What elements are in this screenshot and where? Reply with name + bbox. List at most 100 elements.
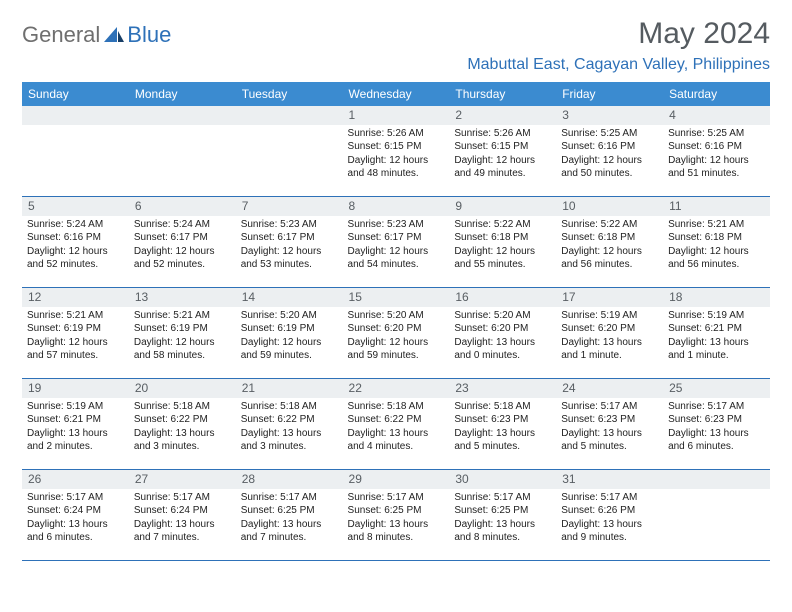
day-content-line: Daylight: 13 hours <box>561 427 658 441</box>
day-number: 24 <box>556 379 663 398</box>
day-content-line: Sunset: 6:16 PM <box>668 140 765 154</box>
day-content-line: Daylight: 13 hours <box>561 336 658 350</box>
calendar-day-cell: 1Sunrise: 5:26 AMSunset: 6:15 PMDaylight… <box>343 106 450 197</box>
day-content-line: Daylight: 13 hours <box>348 427 445 441</box>
day-content-line: Sunrise: 5:17 AM <box>454 491 551 505</box>
day-content: Sunrise: 5:18 AMSunset: 6:22 PMDaylight:… <box>236 398 343 457</box>
day-content-line: Sunset: 6:18 PM <box>454 231 551 245</box>
day-content <box>22 125 129 130</box>
day-content-line: Daylight: 12 hours <box>561 154 658 168</box>
calendar-day-cell: 3Sunrise: 5:25 AMSunset: 6:16 PMDaylight… <box>556 106 663 197</box>
location-subtitle: Mabuttal East, Cagayan Valley, Philippin… <box>467 56 770 74</box>
weekday-header-row: Sunday Monday Tuesday Wednesday Thursday… <box>22 82 770 106</box>
weekday-header: Friday <box>556 82 663 106</box>
logo: General Blue <box>22 22 171 48</box>
day-content-line: Sunset: 6:15 PM <box>348 140 445 154</box>
day-content: Sunrise: 5:17 AMSunset: 6:23 PMDaylight:… <box>663 398 770 457</box>
weekday-header: Tuesday <box>236 82 343 106</box>
day-content-line: and 2 minutes. <box>27 440 124 454</box>
day-content-line: Sunrise: 5:23 AM <box>241 218 338 232</box>
day-content: Sunrise: 5:17 AMSunset: 6:25 PMDaylight:… <box>236 489 343 548</box>
day-content: Sunrise: 5:23 AMSunset: 6:17 PMDaylight:… <box>236 216 343 275</box>
day-content-line: Sunset: 6:21 PM <box>668 322 765 336</box>
calendar-day-cell: 21Sunrise: 5:18 AMSunset: 6:22 PMDayligh… <box>236 378 343 469</box>
day-content-line: Sunrise: 5:24 AM <box>27 218 124 232</box>
day-content-line: Sunrise: 5:20 AM <box>348 309 445 323</box>
day-content: Sunrise: 5:18 AMSunset: 6:22 PMDaylight:… <box>129 398 236 457</box>
day-content-line: Sunset: 6:25 PM <box>241 504 338 518</box>
day-number: 9 <box>449 197 556 216</box>
day-content-line: and 5 minutes. <box>454 440 551 454</box>
day-content-line: Sunset: 6:17 PM <box>134 231 231 245</box>
calendar-day-cell <box>236 106 343 197</box>
day-content-line: Sunset: 6:22 PM <box>241 413 338 427</box>
day-content-line: Daylight: 12 hours <box>454 245 551 259</box>
day-content-line: Daylight: 13 hours <box>241 427 338 441</box>
day-content <box>663 489 770 494</box>
day-content-line: Daylight: 12 hours <box>27 336 124 350</box>
day-content-line: Daylight: 13 hours <box>134 518 231 532</box>
calendar-day-cell: 28Sunrise: 5:17 AMSunset: 6:25 PMDayligh… <box>236 469 343 560</box>
calendar-day-cell: 31Sunrise: 5:17 AMSunset: 6:26 PMDayligh… <box>556 469 663 560</box>
calendar-day-cell: 8Sunrise: 5:23 AMSunset: 6:17 PMDaylight… <box>343 196 450 287</box>
day-number: 11 <box>663 197 770 216</box>
day-number: 19 <box>22 379 129 398</box>
day-content-line: Sunrise: 5:19 AM <box>668 309 765 323</box>
page-header: General Blue May 2024 Mabuttal East, Cag… <box>22 18 770 74</box>
calendar-day-cell: 6Sunrise: 5:24 AMSunset: 6:17 PMDaylight… <box>129 196 236 287</box>
calendar-day-cell: 30Sunrise: 5:17 AMSunset: 6:25 PMDayligh… <box>449 469 556 560</box>
day-content-line: and 8 minutes. <box>454 531 551 545</box>
day-number: 10 <box>556 197 663 216</box>
calendar-day-cell: 27Sunrise: 5:17 AMSunset: 6:24 PMDayligh… <box>129 469 236 560</box>
day-content-line: Sunrise: 5:22 AM <box>561 218 658 232</box>
day-content-line: Sunrise: 5:17 AM <box>668 400 765 414</box>
day-number: 12 <box>22 288 129 307</box>
day-content-line: Sunrise: 5:17 AM <box>561 491 658 505</box>
day-content-line: Daylight: 12 hours <box>241 336 338 350</box>
day-number: 7 <box>236 197 343 216</box>
day-content-line: Sunrise: 5:25 AM <box>668 127 765 141</box>
day-content-line: Sunset: 6:26 PM <box>561 504 658 518</box>
day-content-line: Daylight: 13 hours <box>134 427 231 441</box>
day-content-line: Daylight: 13 hours <box>454 336 551 350</box>
day-content-line: and 5 minutes. <box>561 440 658 454</box>
day-content-line: and 3 minutes. <box>241 440 338 454</box>
day-number: 4 <box>663 106 770 125</box>
day-content: Sunrise: 5:20 AMSunset: 6:19 PMDaylight:… <box>236 307 343 366</box>
day-content: Sunrise: 5:17 AMSunset: 6:24 PMDaylight:… <box>129 489 236 548</box>
logo-text-general: General <box>22 22 100 48</box>
day-content-line: and 55 minutes. <box>454 258 551 272</box>
day-content-line: and 1 minute. <box>668 349 765 363</box>
calendar-day-cell: 20Sunrise: 5:18 AMSunset: 6:22 PMDayligh… <box>129 378 236 469</box>
calendar-day-cell: 9 Sunrise: 5:22 AMSunset: 6:18 PMDaylight… <box>449 196 556 287</box>
day-content-line: Daylight: 12 hours <box>454 154 551 168</box>
day-content-line: Sunrise: 5:22 AM <box>454 218 551 232</box>
calendar-week-row: 12Sunrise: 5:21 AMSunset: 6:19 PMDayligh… <box>22 287 770 378</box>
day-content: Sunrise: 5:17 AMSunset: 6:25 PMDaylight:… <box>449 489 556 548</box>
day-number <box>236 106 343 125</box>
day-number: 8 <box>343 197 450 216</box>
day-content-line: Sunrise: 5:17 AM <box>348 491 445 505</box>
day-content-line: and 56 minutes. <box>668 258 765 272</box>
weekday-header: Saturday <box>663 82 770 106</box>
day-number: 21 <box>236 379 343 398</box>
calendar-day-cell <box>22 106 129 197</box>
day-number: 18 <box>663 288 770 307</box>
day-content-line: Daylight: 13 hours <box>454 427 551 441</box>
day-content-line: Sunset: 6:23 PM <box>668 413 765 427</box>
day-content: Sunrise: 5:20 AMSunset: 6:20 PMDaylight:… <box>449 307 556 366</box>
day-content-line: Daylight: 13 hours <box>27 518 124 532</box>
day-content-line: and 57 minutes. <box>27 349 124 363</box>
day-number: 15 <box>343 288 450 307</box>
calendar-day-cell <box>129 106 236 197</box>
day-content-line: Sunrise: 5:19 AM <box>561 309 658 323</box>
day-content-line: and 0 minutes. <box>454 349 551 363</box>
day-content-line: and 8 minutes. <box>348 531 445 545</box>
day-content-line: and 56 minutes. <box>561 258 658 272</box>
day-content-line: and 6 minutes. <box>27 531 124 545</box>
day-content: Sunrise: 5:17 AMSunset: 6:24 PMDaylight:… <box>22 489 129 548</box>
day-content-line: Sunrise: 5:25 AM <box>561 127 658 141</box>
day-number: 23 <box>449 379 556 398</box>
day-number <box>129 106 236 125</box>
day-content-line: Sunset: 6:15 PM <box>454 140 551 154</box>
